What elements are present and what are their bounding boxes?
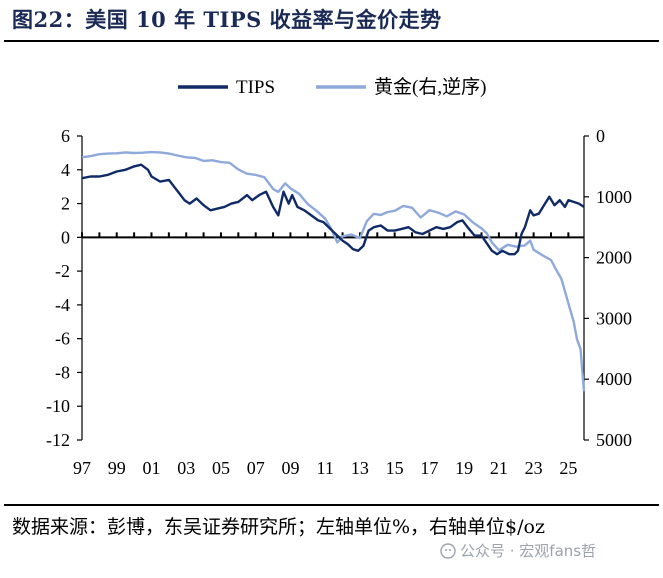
legend-gold-label: 黄金(右,逆序) — [374, 76, 486, 98]
x-tick-label: 13 — [351, 458, 369, 478]
series-layer — [81, 150, 586, 392]
right-tick-label: 2000 — [596, 248, 632, 268]
left-tick-label: -8 — [55, 362, 70, 382]
top-rule — [4, 40, 659, 42]
x-tick-label: 19 — [455, 458, 473, 478]
source-note: 数据来源：彭博，东吴证券研究所；左轴单位%，右轴单位$/oz — [12, 516, 545, 538]
wechat-icon — [440, 543, 456, 559]
x-tick-label: 11 — [317, 458, 334, 478]
x-tick-label: 25 — [559, 458, 577, 478]
x-tick-label: 07 — [247, 458, 265, 478]
right-tick-label: 4000 — [596, 369, 632, 389]
right-tick-label: 1000 — [596, 187, 632, 207]
figure-title: 图22：美国 10 年 TIPS 收益率与金价走势 — [12, 7, 442, 32]
left-tick-label: 0 — [61, 227, 70, 247]
right-tick-label: 3000 — [596, 308, 632, 328]
x-tick-label: 99 — [108, 458, 126, 478]
x-tick-label: 09 — [281, 458, 299, 478]
x-tick-label: 05 — [212, 458, 230, 478]
gold-price-line — [81, 150, 586, 392]
axes: 6 4 2 0 -2 -4 -6 -8 -10 -12 0 1000 2000 3000 4000 5000 9… — [46, 126, 632, 478]
legend: TIPS 黄金(右,逆序) — [178, 76, 486, 98]
tips-yield-line — [81, 163, 585, 256]
left-tick-label: -2 — [55, 261, 70, 281]
bottom-rule — [4, 504, 659, 506]
x-tick-label: 03 — [177, 458, 195, 478]
legend-tips-label: TIPS — [236, 77, 275, 98]
left-tick-label: 4 — [61, 160, 70, 180]
watermark: 公众号 · 宏观fans哲 — [440, 540, 596, 561]
left-tick-label: 6 — [61, 126, 70, 146]
left-tick-label: -6 — [55, 329, 70, 349]
x-tick-label: 23 — [525, 458, 543, 478]
chart: TIPS 黄金(右,逆序) 6 4 2 0 -2 -4 -6 -8 -10 -12 0 1000 2000… — [46, 76, 632, 478]
left-tick-label: -12 — [46, 430, 70, 450]
left-tick-label: -4 — [55, 295, 70, 315]
watermark-text: 公众号 · 宏观fans哲 — [460, 542, 597, 560]
x-tick-label: 01 — [142, 458, 160, 478]
left-tick-label: 2 — [61, 194, 70, 214]
x-tick-label: 17 — [420, 458, 438, 478]
x-tick-label: 15 — [386, 458, 404, 478]
right-tick-label: 5000 — [596, 430, 632, 450]
left-tick-label: -10 — [46, 396, 70, 416]
x-tick-label: 21 — [490, 458, 508, 478]
right-tick-label: 0 — [596, 126, 605, 146]
x-tick-label: 97 — [73, 458, 91, 478]
